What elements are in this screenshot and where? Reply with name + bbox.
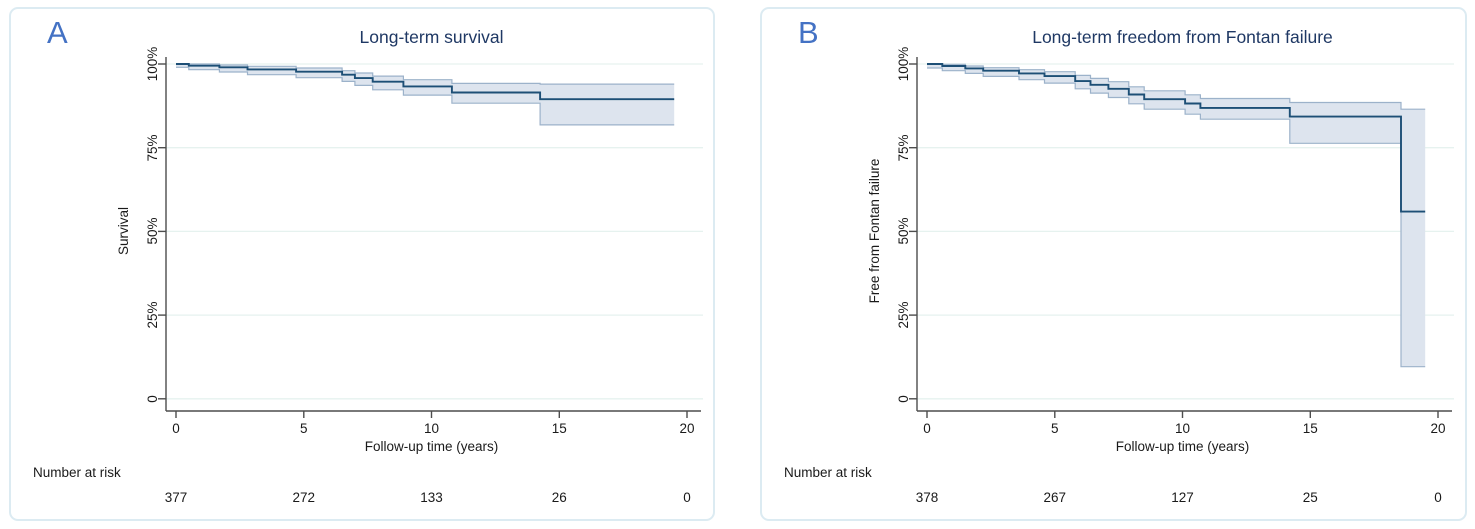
x-axis-label: Follow-up time (years) — [1115, 439, 1250, 454]
x-tick-label: 15 — [551, 421, 567, 436]
x-tick-label: 10 — [423, 421, 440, 436]
y-tick-label: 50% — [896, 217, 911, 245]
number-at-risk-value: 272 — [292, 490, 316, 505]
km-curve — [927, 63, 1426, 213]
y-tick-label: 25% — [145, 301, 160, 329]
number-at-risk-value: 0 — [1434, 490, 1442, 505]
km-plot — [158, 57, 703, 418]
x-axis-label: Follow-up time (years) — [364, 439, 499, 454]
number-at-risk-value: 0 — [683, 490, 691, 505]
ci-lower-edge — [176, 66, 675, 126]
panel-letter-b: B — [798, 15, 819, 50]
number-at-risk-value: 26 — [551, 490, 567, 505]
number-at-risk-value: 25 — [1302, 490, 1318, 505]
ci-lower-edge — [927, 67, 1426, 368]
x-tick-label: 10 — [1174, 421, 1191, 436]
chart-title: Long-term freedom from Fontan failure — [1032, 27, 1333, 47]
x-tick-label: 0 — [172, 421, 180, 436]
ci-upper-edge — [176, 63, 675, 85]
number-at-risk-label: Number at risk — [784, 465, 872, 480]
number-at-risk-value: 378 — [915, 490, 939, 505]
x-tick-label: 20 — [1430, 421, 1446, 436]
number-at-risk-value: 267 — [1043, 490, 1067, 505]
y-tick-label: 100% — [896, 46, 911, 82]
y-tick-label: 25% — [896, 301, 911, 329]
number-at-risk-value: 127 — [1171, 490, 1194, 505]
km-curve — [176, 63, 675, 101]
y-tick-label: 100% — [145, 46, 160, 82]
x-tick-label: 0 — [923, 421, 931, 436]
x-tick-label: 15 — [1302, 421, 1318, 436]
fontan-failure-panel: B Long-term freedom from Fontan failure … — [760, 7, 1467, 521]
x-tick-label: 20 — [679, 421, 695, 436]
y-tick-label: 75% — [896, 134, 911, 162]
confidence-band — [927, 64, 1426, 367]
number-at-risk-value: 133 — [420, 490, 443, 505]
number-at-risk-value: 377 — [164, 490, 188, 505]
ci-upper-edge — [927, 63, 1426, 110]
x-tick-label: 5 — [1050, 421, 1059, 436]
number-at-risk-label: Number at risk — [33, 465, 121, 480]
chart-title: Long-term survival — [359, 27, 504, 47]
x-tick-label: 5 — [299, 421, 308, 436]
y-tick-label: 50% — [145, 217, 160, 245]
panel-letter-a: A — [47, 15, 68, 50]
survival-panel: A Long-term survival Survival Follow-up … — [9, 7, 715, 521]
km-plot — [909, 57, 1454, 418]
y-tick-label: 75% — [145, 134, 160, 162]
confidence-band — [176, 64, 675, 125]
